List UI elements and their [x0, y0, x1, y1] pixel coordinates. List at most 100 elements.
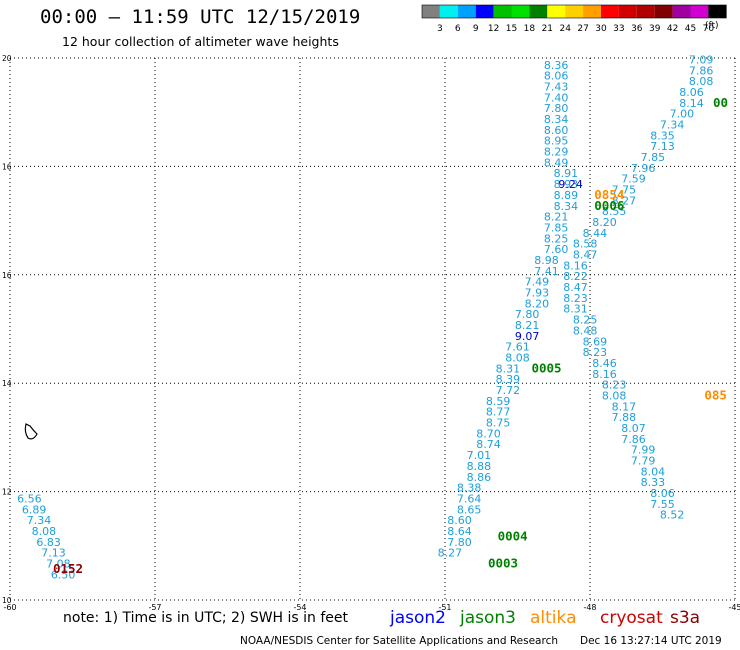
- color-scale-label: 45: [685, 24, 696, 34]
- data-point-jason3: 8.98: [534, 254, 559, 267]
- data-point-jason3: 8.08: [602, 389, 627, 402]
- data-point-jason3: 7.09: [689, 53, 714, 66]
- chart-title: 00:00 – 11:59 UTC 12/15/2019: [40, 6, 361, 28]
- data-point-jason3: 8.34: [544, 113, 569, 126]
- data-point-jason3: 8.77: [486, 406, 511, 419]
- data-point-jason3: 8.46: [592, 357, 617, 370]
- data-point-jason3: 8.47: [563, 281, 588, 294]
- pass-label: 0854: [594, 187, 624, 202]
- data-point-jason3: 8.25: [573, 314, 598, 327]
- color-scale-label: 30: [595, 24, 607, 34]
- color-scale-swatch: [636, 5, 655, 18]
- data-point-jason3: 7.61: [505, 341, 530, 354]
- data-point-jason3: 7.55: [650, 498, 675, 511]
- color-scale-label: 36: [631, 24, 643, 34]
- color-scale-label: 33: [613, 24, 624, 34]
- data-point-jason3: 8.14: [679, 97, 704, 110]
- data-point-jason3: 8.08: [32, 525, 57, 538]
- color-scale-label: 42: [667, 24, 678, 34]
- color-scale-label: 27: [577, 24, 588, 34]
- color-scale-label: 18: [524, 24, 536, 34]
- chart-subtitle: 12 hour collection of altimeter wave hei…: [62, 34, 339, 49]
- data-point-jason3: 8.38: [457, 482, 482, 495]
- data-point-jason3: 8.75: [486, 417, 511, 430]
- data-point-jason3: 8.44: [583, 227, 608, 240]
- color-scale-label: 9: [473, 24, 479, 34]
- data-point-jason3: 7.86: [689, 64, 714, 77]
- color-scale-swatch: [708, 5, 727, 18]
- data-point-jason3: 8.35: [650, 129, 675, 142]
- data-point-jason3: 7.75: [612, 184, 637, 197]
- data-point-jason3: 6.89: [22, 503, 47, 516]
- y-tick-label: 14: [2, 379, 12, 388]
- data-point-jason3: 8.39: [496, 373, 521, 386]
- data-point-jason3: 7.72: [496, 384, 521, 397]
- x-tick-label: -51: [438, 603, 451, 612]
- data-point-jason3: 8.86: [467, 471, 492, 484]
- data-point-jason3: 7.86: [621, 433, 646, 446]
- x-tick-label: -48: [583, 603, 596, 612]
- color-scale-swatch: [529, 5, 548, 18]
- color-scale-swatch: [601, 5, 619, 18]
- data-point-jason3: 7.99: [631, 444, 656, 457]
- data-point-jason3: 8.58: [573, 238, 598, 251]
- data-point-jason3: 8.16: [563, 259, 588, 272]
- data-point-jason3: 7.43: [544, 81, 569, 94]
- data-point-jason3: 7.85: [641, 151, 666, 164]
- color-scale-label: 21: [542, 24, 553, 34]
- data-point-jason3: 7.88: [612, 411, 637, 424]
- data-point-jason3: 8.48: [573, 324, 598, 337]
- data-point-jason3: 8.52: [660, 509, 685, 522]
- x-tick-label: -45: [728, 603, 740, 612]
- color-scale-swatch: [690, 5, 709, 18]
- note-text: note: 1) Time is in UTC; 2) SWH is in fe…: [63, 610, 349, 626]
- color-scale-swatch: [457, 5, 476, 18]
- data-point-jason3: 8.23: [602, 379, 627, 392]
- data-point-jason3: 8.55: [602, 205, 627, 218]
- data-point-jason3: 8.93: [554, 178, 579, 191]
- data-point-jason3: 7.96: [631, 162, 656, 175]
- data-point-jason3: 8.91: [554, 167, 579, 180]
- color-scale-label: 15: [506, 24, 517, 34]
- data-point-jason3: 7.13: [41, 547, 66, 560]
- color-scale-swatch: [583, 5, 601, 18]
- x-tick-label: -57: [148, 603, 161, 612]
- data-point-jason3: 7.79: [631, 455, 656, 468]
- data-point-jason3: 8.89: [554, 189, 579, 202]
- pass-label: 0003: [488, 555, 518, 570]
- pass-label: 0004: [498, 528, 528, 543]
- color-scale-border: [421, 4, 727, 19]
- data-point-jason3: 7.41: [534, 265, 559, 278]
- color-scale-swatch: [618, 5, 637, 18]
- color-scale-swatch: [547, 5, 566, 18]
- data-point-jason3: 7.01: [467, 449, 492, 462]
- data-point-jason3: 7.85: [544, 221, 569, 234]
- legend-altika: altika: [530, 608, 577, 628]
- data-point-jason3: 7.80: [544, 102, 569, 115]
- data-point-jason3: 8.88: [467, 460, 492, 473]
- data-point-jason3: 7.40: [544, 91, 569, 104]
- data-point-jason3: 8.60: [544, 124, 569, 137]
- legend-cryosat: cryosat: [600, 608, 663, 628]
- timestamp-text: Dec 16 13:27:14 UTC 2019: [580, 635, 722, 647]
- color-scale-label: 6: [455, 24, 461, 34]
- data-point-jason3: 8.36: [544, 59, 569, 72]
- data-point-jason3: 8.60: [447, 514, 472, 527]
- coastline-outline: [24, 423, 38, 440]
- data-point-jason3: 8.21: [544, 211, 569, 224]
- x-tick-label: -54: [293, 603, 306, 612]
- color-scale-label: 70: [703, 24, 715, 34]
- color-scale-swatch: [439, 5, 458, 18]
- data-point-jason3: 6.83: [36, 536, 61, 549]
- data-point-jason3: 7.64: [457, 492, 482, 505]
- y-tick-label: 12: [2, 488, 12, 497]
- data-point-jason3: 8.29: [544, 146, 569, 159]
- x-tick-label: -60: [3, 603, 16, 612]
- color-scale-swatch: [565, 5, 584, 18]
- color-scale-swatch: [672, 5, 691, 18]
- pass-label: 085: [704, 387, 727, 402]
- data-point-jason3: 8.22: [563, 270, 588, 283]
- data-point-jason3: 8.08: [505, 352, 530, 365]
- data-point-jason3: 8.59: [486, 395, 511, 408]
